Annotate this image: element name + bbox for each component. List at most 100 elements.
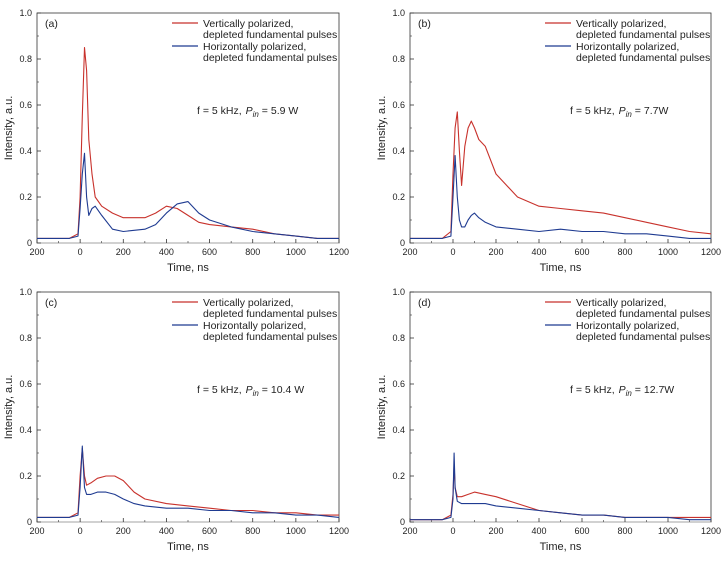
annotation-power-subscript: in xyxy=(626,389,633,398)
x-tick-label: 200 xyxy=(488,247,503,257)
y-tick-label: 0.4 xyxy=(19,425,32,435)
panel-label: (b) xyxy=(418,18,431,30)
x-tick-label: 400 xyxy=(159,526,174,536)
x-axis-title: Time, ns xyxy=(167,262,209,274)
series-line-horizontal xyxy=(410,452,711,521)
legend-entry-line2: depleted fundamental pulses xyxy=(203,29,337,41)
legend-entry-line2: depleted fundamental pulses xyxy=(576,29,710,41)
x-tick-label: 400 xyxy=(531,247,546,257)
y-tick-label: 0.8 xyxy=(19,333,32,343)
annotation-power-value: = 12.7W xyxy=(632,384,674,396)
x-tick-label: 600 xyxy=(202,247,217,257)
x-tick-label: 1200 xyxy=(329,526,349,536)
x-tick-label: 200 xyxy=(488,526,503,536)
annotation-power-symbol: P xyxy=(246,384,253,396)
y-tick-label: 0 xyxy=(27,517,32,527)
y-tick-label: 0.8 xyxy=(392,333,405,343)
series-line-vertical xyxy=(37,46,339,239)
annotation-power-subscript: in xyxy=(253,110,260,119)
y-tick-label: 0.2 xyxy=(19,192,32,202)
y-tick-label: 0.6 xyxy=(392,100,405,110)
y-tick-label: 0.6 xyxy=(19,100,32,110)
y-axis-title: Intensity, a.u. xyxy=(3,96,15,161)
annotation-power-symbol: P xyxy=(619,384,626,396)
annotation-power-subscript: in xyxy=(626,110,633,119)
chart-panel-a: 200 0 200 400 600 800 1000 120000.20.40.60.81.0… xyxy=(3,8,349,274)
condition-annotation: f = 5 kHz, Pin = 5.9 W xyxy=(197,105,298,119)
x-tick-label: 200 xyxy=(29,526,44,536)
legend-entry-line2: depleted fundamental pulses xyxy=(203,331,337,343)
panel-label: (c) xyxy=(45,297,57,309)
series-line-horizontal xyxy=(37,445,339,518)
series-line-horizontal xyxy=(410,155,711,239)
y-tick-label: 0.4 xyxy=(392,425,405,435)
y-tick-label: 0.8 xyxy=(392,54,405,64)
y-tick-label: 0.8 xyxy=(19,54,32,64)
y-axis-title: Intensity, a.u. xyxy=(376,375,388,440)
x-tick-label: 800 xyxy=(617,247,632,257)
legend-entry-line1: Horizontally polarized, xyxy=(576,320,679,332)
legend-entry-line1: Horizontally polarized, xyxy=(203,41,306,53)
annotation-power-subscript: in xyxy=(253,389,260,398)
legend-entry-line1: Vertically polarized, xyxy=(576,297,666,309)
series-line-vertical xyxy=(410,111,711,239)
annotation-power-value: = 7.7W xyxy=(632,105,669,117)
y-tick-label: 0.6 xyxy=(392,379,405,389)
panel-label: (a) xyxy=(45,18,58,30)
annotation-frequency: f = 5 kHz, xyxy=(197,105,242,117)
y-tick-label: 0.2 xyxy=(19,471,32,481)
annotation-frequency: f = 5 kHz, xyxy=(197,384,242,396)
y-tick-label: 0 xyxy=(27,238,32,248)
y-tick-label: 1.0 xyxy=(392,287,405,297)
panel-label: (d) xyxy=(418,297,431,309)
series-line-horizontal xyxy=(37,152,339,239)
x-tick-label: 1200 xyxy=(701,247,721,257)
y-tick-label: 1.0 xyxy=(392,8,405,18)
y-axis-title: Intensity, a.u. xyxy=(376,96,388,161)
series-line-vertical xyxy=(37,447,339,518)
legend-entry-line2: depleted fundamental pulses xyxy=(576,331,710,343)
x-tick-label: 1000 xyxy=(658,247,678,257)
condition-annotation: f = 5 kHz, Pin = 7.7W xyxy=(570,105,668,119)
x-tick-label: 0 xyxy=(450,247,455,257)
x-tick-label: 0 xyxy=(78,526,83,536)
y-tick-label: 0.4 xyxy=(392,146,405,156)
x-tick-label: 200 xyxy=(29,247,44,257)
y-tick-label: 0 xyxy=(400,238,405,248)
y-tick-label: 0.2 xyxy=(392,471,405,481)
x-axis-title: Time, ns xyxy=(540,262,582,274)
x-tick-label: 200 xyxy=(402,247,417,257)
x-tick-label: 200 xyxy=(402,526,417,536)
condition-annotation: f = 5 kHz, Pin = 10.4 W xyxy=(197,384,304,398)
legend-entry-line1: Vertically polarized, xyxy=(203,18,293,30)
x-tick-label: 600 xyxy=(574,526,589,536)
x-tick-label: 1200 xyxy=(329,247,349,257)
chart-panel-c: 200 0 200 400 600 800 1000 120000.20.40.60.81.0… xyxy=(3,287,349,553)
y-tick-label: 1.0 xyxy=(19,287,32,297)
x-tick-label: 600 xyxy=(202,526,217,536)
legend-entry-line2: depleted fundamental pulses xyxy=(203,52,337,64)
x-tick-label: 0 xyxy=(78,247,83,257)
x-tick-label: 1000 xyxy=(286,247,306,257)
annotation-power-value: = 10.4 W xyxy=(259,384,304,396)
x-tick-label: 1200 xyxy=(701,526,721,536)
x-tick-label: 1000 xyxy=(658,526,678,536)
legend-entry-line1: Horizontally polarized, xyxy=(203,320,306,332)
y-tick-label: 0.2 xyxy=(392,192,405,202)
x-tick-label: 200 xyxy=(116,247,131,257)
x-tick-label: 400 xyxy=(159,247,174,257)
annotation-frequency: f = 5 kHz, xyxy=(570,105,615,117)
legend-entry-line1: Vertically polarized, xyxy=(203,297,293,309)
x-tick-label: 800 xyxy=(245,526,260,536)
legend-entry-line1: Vertically polarized, xyxy=(576,18,666,30)
y-tick-label: 0.6 xyxy=(19,379,32,389)
x-tick-label: 600 xyxy=(574,247,589,257)
legend-entry-line2: depleted fundamental pulses xyxy=(576,308,710,320)
y-tick-label: 0.4 xyxy=(19,146,32,156)
x-tick-label: 400 xyxy=(531,526,546,536)
condition-annotation: f = 5 kHz, Pin = 12.7W xyxy=(570,384,674,398)
annotation-power-symbol: P xyxy=(246,105,253,117)
y-tick-label: 1.0 xyxy=(19,8,32,18)
legend-entry-line2: depleted fundamental pulses xyxy=(203,308,337,320)
